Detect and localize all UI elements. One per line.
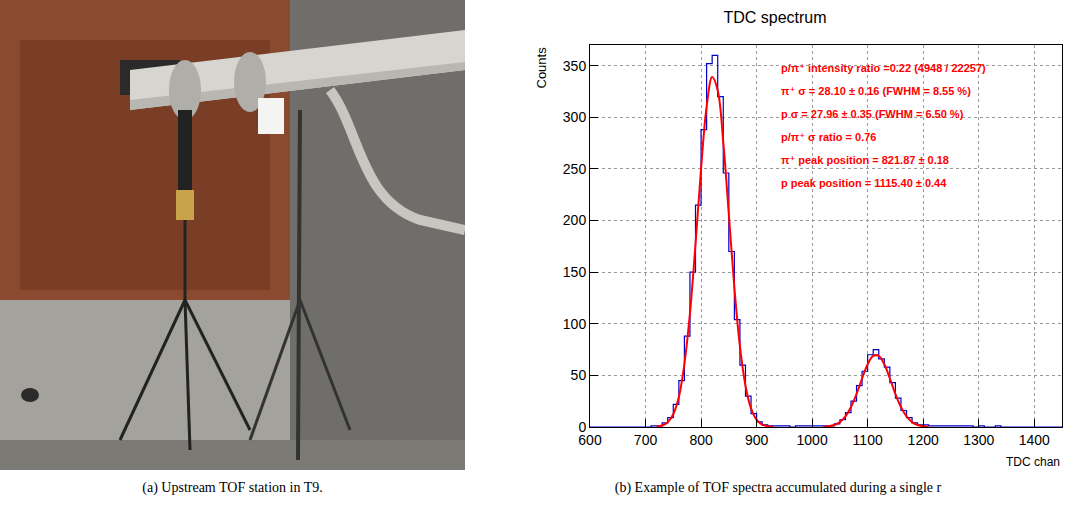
svg-text:300: 300 xyxy=(563,109,587,125)
svg-text:150: 150 xyxy=(563,264,587,280)
svg-text:800: 800 xyxy=(689,432,713,448)
svg-text:1000: 1000 xyxy=(797,432,828,448)
html-text:(a) Upstream TOF station in T9: (a) Upstream TOF station in T9. xyxy=(142,480,323,495)
svg-text:200: 200 xyxy=(563,212,587,228)
svg-text:1200: 1200 xyxy=(908,432,939,448)
svg-text:50: 50 xyxy=(571,367,587,383)
svg-text:250: 250 xyxy=(563,161,587,177)
svg-text:Counts: Counts xyxy=(534,47,549,89)
svg-text:π⁺ peak position = 821.87 ± 0.: π⁺ peak position = 821.87 ± 0.18 xyxy=(781,154,949,166)
svg-text:π⁺ σ = 28.10 ± 0.16 (FWHM = 8.: π⁺ σ = 28.10 ± 0.16 (FWHM = 8.55 %) xyxy=(781,85,971,97)
svg-text:1100: 1100 xyxy=(853,432,883,448)
svg-text:600: 600 xyxy=(578,432,602,448)
svg-text:0: 0 xyxy=(578,419,586,435)
svg-text:900: 900 xyxy=(745,432,769,448)
svg-text:350: 350 xyxy=(563,58,587,74)
svg-text:700: 700 xyxy=(634,432,658,448)
html-text:(b) Example of TOF spectra acc: (b) Example of TOF spectra accumulated d… xyxy=(614,480,942,495)
svg-text:p peak position = 1115.40 ± 0.: p peak position = 1115.40 ± 0.44 xyxy=(781,177,947,189)
svg-text:TDC chan: TDC chan xyxy=(1006,455,1060,469)
svg-text:1300: 1300 xyxy=(963,432,994,448)
svg-text:1400: 1400 xyxy=(1019,432,1050,448)
svg-text:TDC spectrum: TDC spectrum xyxy=(723,9,826,26)
svg-text:p/π⁺ intensity ratio =0.22 (49: p/π⁺ intensity ratio =0.22 (4948 / 22257… xyxy=(781,62,986,74)
svg-text:100: 100 xyxy=(563,316,587,332)
svg-text:p/π⁺ σ ratio = 0.76: p/π⁺ σ ratio = 0.76 xyxy=(781,131,876,143)
svg-text:p σ = 27.96 ± 0.35 (FWHM = 6.5: p σ = 27.96 ± 0.35 (FWHM = 6.50 %) xyxy=(781,108,964,120)
